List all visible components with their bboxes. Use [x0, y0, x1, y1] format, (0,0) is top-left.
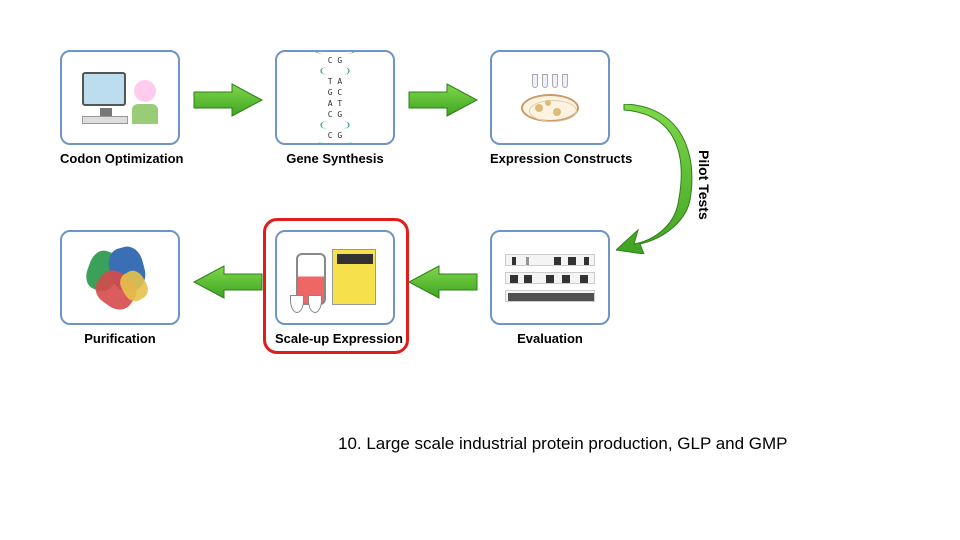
node-label: Scale-up Expression [275, 331, 403, 346]
dna-bp: A T [328, 99, 342, 108]
node-purification: Purification [60, 230, 180, 346]
node-gene-synthesis: C G T A G C A T C G C G Gene Synthesis [275, 50, 395, 166]
dna-bp: G C [328, 88, 342, 97]
node-box [60, 230, 180, 325]
node-label: Codon Optimization [60, 151, 183, 166]
node-label: Expression Constructs [490, 151, 632, 166]
node-box [490, 50, 610, 145]
node-box [490, 230, 610, 325]
pilot-tests-label: Pilot Tests [696, 150, 712, 220]
node-scaleup-expression: Scale-up Expression [275, 230, 403, 346]
node-codon-optimization: Codon Optimization [60, 50, 183, 166]
dna-bp: T A [328, 77, 342, 86]
node-label: Purification [60, 331, 180, 346]
constructs-icon [521, 74, 579, 122]
node-box [60, 50, 180, 145]
workflow-diagram: Codon Optimization C G T A G C A T C G C… [60, 50, 780, 390]
dna-bp: C G [328, 56, 342, 65]
node-box: C G T A G C A T C G C G [275, 50, 395, 145]
arrow-right-2 [407, 80, 479, 120]
dna-bp: C G [328, 110, 342, 119]
node-label: Evaluation [490, 331, 610, 346]
node-expression-constructs: Expression Constructs [490, 50, 632, 166]
node-label: Gene Synthesis [275, 151, 395, 166]
fermenter-icon [290, 243, 380, 313]
node-box [275, 230, 395, 325]
node-evaluation: Evaluation [490, 230, 610, 346]
arrow-right-1 [192, 80, 264, 120]
dna-bp: C G [328, 131, 342, 140]
dna-icon: C G T A G C A T C G C G [314, 50, 356, 145]
arrow-left-2 [192, 262, 264, 302]
codon-icon [82, 72, 158, 124]
caption-text: 10. Large scale industrial protein produ… [338, 434, 788, 454]
protein-icon [82, 243, 158, 313]
arrow-curve-down [616, 104, 696, 254]
arrow-left-1 [407, 262, 479, 302]
gel-icon [505, 254, 595, 302]
